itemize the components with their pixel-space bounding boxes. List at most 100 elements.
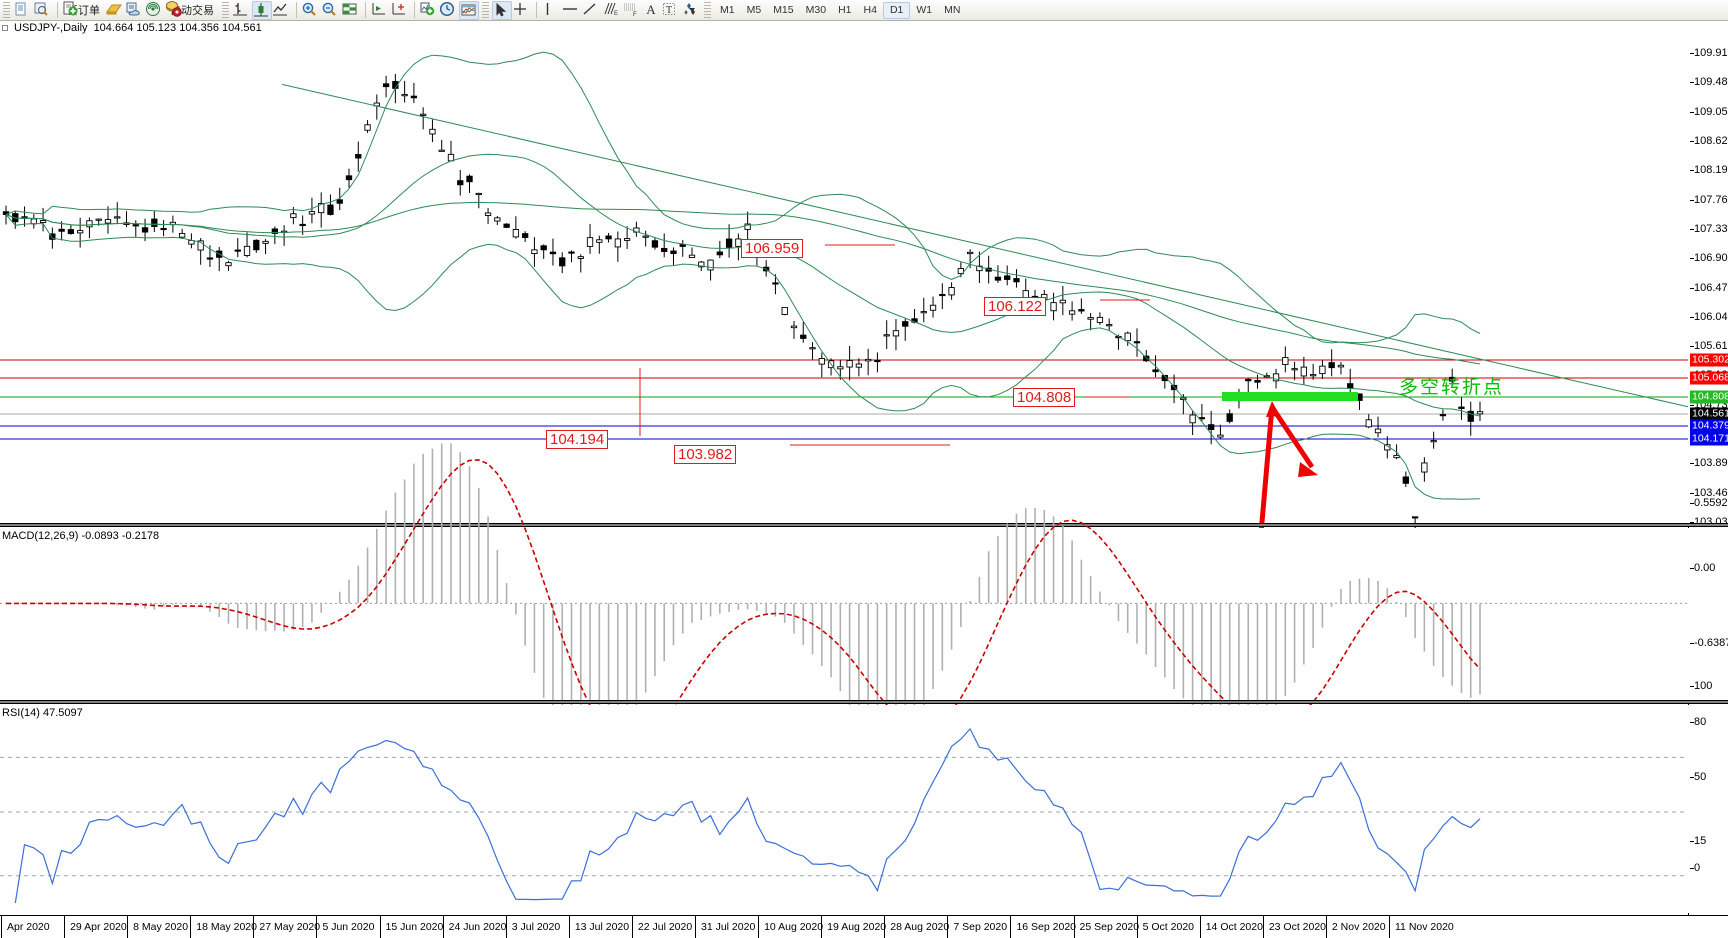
price-axis-tick: 105.610 [1690, 340, 1728, 352]
auto-scroll-icon[interactable] [390, 1, 410, 20]
tick-mark [1690, 258, 1694, 260]
timeframe-mn[interactable]: MN [944, 4, 961, 16]
price-annotation-box[interactable]: 106.122 [984, 297, 1047, 316]
pane-divider-macd[interactable] [0, 523, 1728, 527]
date-tick-separator [127, 915, 129, 938]
price-axis-tick: 106.040 [1690, 311, 1728, 323]
tick-mark [1690, 82, 1694, 84]
tick-mark [1690, 868, 1694, 869]
expert-advisors-button[interactable] [105, 1, 125, 20]
chinese-annotation-text[interactable]: 多空转折点 [1399, 376, 1505, 398]
price-pane[interactable] [0, 35, 1728, 546]
templates-icon[interactable] [459, 0, 479, 20]
date-tick-label: 5 Oct 2020 [1142, 921, 1194, 933]
chart-canvas[interactable]: 109.910 109.480 109.050 108.620 108.190 107.7… [0, 35, 1728, 915]
toolbar-grip-3[interactable] [482, 1, 489, 19]
date-tick-label: 11 Nov 2020 [1395, 921, 1454, 933]
date-axis[interactable]: Apr 2020 29 Apr 2020 8 May 2020 18 May 2020… [0, 915, 1728, 938]
terminal-button[interactable] [13, 1, 33, 20]
price-annotation-box[interactable]: 104.194 [546, 430, 609, 449]
andrews-pitchfork-icon[interactable]: F [621, 1, 641, 20]
arrow-cursor-icon[interactable] [492, 0, 512, 20]
date-tick-separator [568, 915, 570, 938]
timeframe-m5[interactable]: M5 [746, 4, 762, 16]
zoom-out-icon[interactable] [321, 1, 341, 20]
text-box-icon[interactable]: T [661, 1, 681, 20]
bar-chart-icon[interactable] [232, 1, 252, 20]
horizontal-line-icon[interactable] [561, 1, 581, 20]
macd-pane[interactable] [0, 443, 1728, 763]
tick-mark [1690, 199, 1694, 201]
fibonacci-icon[interactable]: E [601, 1, 621, 20]
date-tick-separator [821, 915, 823, 938]
trendline-icon[interactable] [581, 1, 601, 20]
macd-axis-tick: 0.5592 [1690, 497, 1728, 509]
shapes-icon[interactable] [681, 1, 701, 20]
autotrading-button[interactable]: 自动交易 [165, 0, 219, 20]
tick-mark [1690, 492, 1694, 494]
rsi-graphics [0, 727, 1688, 904]
date-tick-separator [695, 915, 696, 938]
toolbar-grip-4[interactable] [704, 1, 711, 19]
toolbar-grip-2[interactable] [222, 1, 229, 19]
grid-icon[interactable] [341, 1, 361, 20]
indicator-add-icon[interactable] [419, 1, 439, 20]
timeframe-m1[interactable]: M1 [720, 4, 735, 16]
toolbar-separator-5 [536, 2, 537, 18]
price-axis-tick: 108.190 [1690, 164, 1728, 176]
market-watch-button[interactable] [33, 1, 53, 20]
timeframe-d1[interactable]: D1 [882, 1, 911, 19]
date-tick-label: 18 May 2020 [196, 921, 257, 933]
toolbar-grip[interactable] [3, 1, 10, 19]
crosshair-icon[interactable] [512, 1, 532, 20]
timeframe-h4[interactable]: H4 [863, 4, 877, 16]
toolbar-separator [57, 2, 58, 18]
tick-mark [1690, 503, 1694, 504]
date-tick-separator [1073, 915, 1075, 938]
date-axis-line [0, 915, 1728, 916]
date-tick-separator [1, 915, 2, 938]
tick-mark [1690, 404, 1694, 406]
date-tick-label: 28 Aug 2020 [890, 921, 950, 933]
price-level-label: 104.171 [1690, 432, 1728, 446]
tick-mark [1690, 722, 1694, 724]
date-tick-separator [505, 915, 507, 938]
macd-graphics [0, 443, 1688, 763]
period-clock-icon[interactable] [439, 1, 459, 20]
data-center-button[interactable] [125, 1, 145, 20]
timeframe-w1[interactable]: W1 [916, 4, 933, 16]
timeframe-m30[interactable]: M30 [805, 4, 827, 16]
rsi-pane[interactable] [0, 705, 1728, 913]
price-axis-tick: 109.910 [1690, 47, 1728, 59]
price-level-label: 104.561 [1690, 407, 1728, 421]
pane-divider-rsi[interactable] [0, 700, 1728, 704]
tick-mark [1690, 53, 1694, 54]
svg-text:T: T [666, 5, 672, 16]
candlestick-chart-icon[interactable] [252, 0, 272, 20]
tick-mark [1690, 228, 1694, 230]
signals-button[interactable] [145, 1, 165, 20]
rsi-axis-tick: 15 [1690, 835, 1706, 847]
tick-mark [1690, 568, 1694, 570]
timeframe-h1[interactable]: H1 [838, 4, 852, 16]
date-tick-separator [379, 915, 381, 938]
price-annotation-box[interactable]: 106.959 [741, 239, 804, 258]
chart-shift-icon[interactable] [370, 1, 390, 20]
date-tick-separator [190, 915, 192, 938]
date-tick-label: Apr 2020 [7, 921, 50, 933]
price-level-label: 105.068 [1690, 371, 1728, 385]
line-chart-icon[interactable] [272, 1, 292, 20]
price-axis-tick: 109.480 [1690, 76, 1728, 88]
tick-mark [1690, 840, 1694, 842]
vertical-line-icon[interactable] [541, 1, 561, 20]
zoom-in-icon[interactable] [301, 1, 321, 20]
autotrading-label: 自动交易 [170, 5, 214, 17]
date-tick-label: 5 Jun 2020 [322, 921, 375, 933]
rsi-title: RSI(14) 47.5097 [2, 707, 83, 719]
date-tick-label: 15 Jun 2020 [385, 921, 444, 933]
new-order-button[interactable]: 新订单 [62, 1, 105, 20]
price-annotation-box[interactable]: 103.982 [674, 445, 737, 464]
price-annotation-box[interactable]: 104.808 [1013, 388, 1076, 407]
text-label-icon[interactable]: A [646, 2, 656, 17]
timeframe-m15[interactable]: M15 [773, 4, 794, 16]
